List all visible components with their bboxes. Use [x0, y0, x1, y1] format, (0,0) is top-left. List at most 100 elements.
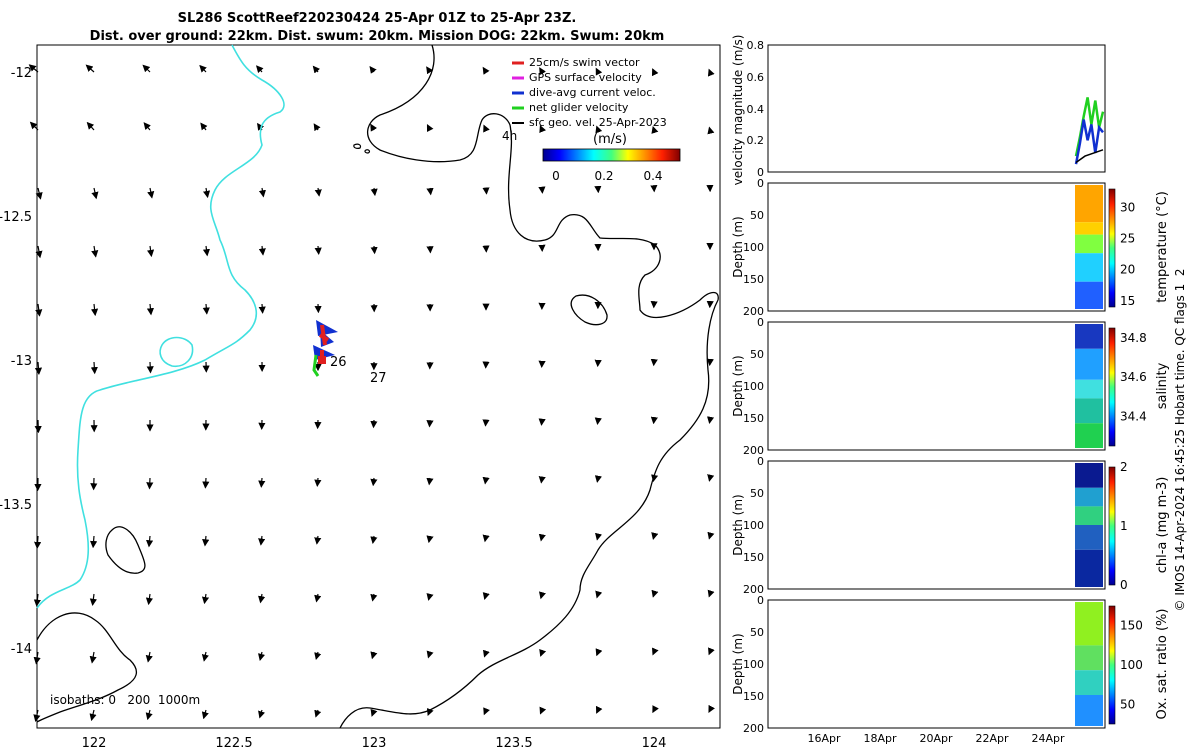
geo-velocity-arrow: [538, 418, 546, 426]
geo-velocity-arrow: [142, 64, 151, 73]
profile-data-block: [1075, 549, 1103, 587]
colorbar-label: Ox. sat. ratio (%): [1155, 609, 1170, 720]
annotation-27: 27: [370, 371, 387, 386]
credit-line: © IMOS 14-Apr-2024 16:45:25 Hobart time.…: [1173, 269, 1187, 612]
geo-velocity-arrow: [538, 591, 546, 600]
geo-velocity-arrow: [370, 419, 378, 429]
depth-tick: 100: [743, 658, 764, 671]
geo-velocity-arrow: [370, 477, 378, 487]
geo-velocity-arrow: [258, 593, 266, 604]
geo-velocity-arrow: [314, 477, 322, 487]
geo-velocity-arrow: [90, 535, 98, 549]
geo-velocity-arrow: [314, 709, 322, 718]
depth-tick: 100: [743, 519, 764, 532]
geo-velocity-arrow: [258, 245, 266, 256]
profile-panel-temperature: 0 50 100 150 200 Depth (m) 30 25 20 15 temperature…: [731, 177, 1170, 318]
geo-velocity-arrow: [313, 123, 321, 132]
geo-velocity-arrow: [539, 648, 547, 657]
colorbar-label: temperature (°C): [1155, 191, 1170, 303]
geo-velocity-arrow: [539, 124, 547, 134]
geo-velocity-arrow: [426, 124, 434, 133]
profile-colorbar: [1108, 466, 1116, 586]
geo-velocity-arrow: [426, 187, 434, 196]
geo-velocity-arrow: [482, 649, 490, 658]
depth-tick: 200: [743, 444, 764, 457]
vel-tick: 0.8: [747, 39, 765, 52]
date-axis: 16Apr 18Apr 20Apr 22Apr 24Apr: [807, 732, 1065, 745]
vel-tick: 0: [757, 166, 764, 179]
x-tick-label: 122: [82, 736, 107, 750]
profile-data-block: [1075, 398, 1103, 424]
geo-velocity-arrow: [707, 589, 715, 598]
geo-velocity-arrow: [258, 709, 265, 719]
geo-velocity-arrow: [90, 361, 98, 375]
velocity-panel: 0.8 0.6 0.4 0.2 0 velocity magnitude (m/…: [731, 35, 1106, 185]
colorbar-tick: 0.4: [643, 169, 662, 183]
geo-velocity-arrow: [258, 651, 266, 661]
profile-colorbar: [1108, 188, 1116, 308]
geo-velocity-arrow: [255, 65, 264, 74]
geo-velocity-arrow: [426, 477, 434, 486]
geostrophic-velocity-field: [28, 64, 715, 722]
glider-marker: [318, 356, 326, 364]
geo-velocity-arrow: [651, 532, 659, 540]
geo-velocity-arrow: [370, 593, 378, 602]
geo-velocity-arrow: [539, 67, 546, 76]
colorbar-tick: 25: [1120, 232, 1135, 246]
colorbar-tick: 0: [552, 169, 560, 183]
depth-tick: 0: [757, 594, 764, 607]
depth-ylabel: Depth (m): [731, 355, 745, 416]
geo-velocity-arrow: [202, 535, 210, 547]
velocity-frame: [767, 44, 1106, 173]
geo-velocity-arrow: [199, 64, 207, 73]
isobath-label: isobaths: 0 200 1000m: [50, 693, 200, 707]
geo-velocity-arrow: [426, 593, 434, 601]
profile-colorbar: [1108, 327, 1116, 447]
depth-ylabel: Depth (m): [731, 494, 745, 555]
depth-tick: 150: [743, 551, 764, 564]
geo-velocity-arrow: [312, 65, 321, 74]
geo-velocity-arrow: [34, 535, 42, 550]
profile-data-block: [1075, 185, 1103, 223]
geo-velocity-arrow: [200, 122, 208, 131]
profile-data-block: [1075, 463, 1103, 488]
geo-velocity-arrow: [146, 361, 154, 374]
geo-velocity-arrow: [483, 124, 490, 133]
geo-velocity-arrow: [146, 477, 154, 490]
map-panel: 4h 26 27 isobaths: 0 200 1000m 25cm/s sw…: [0, 44, 721, 750]
annotation-4h: 4h: [502, 129, 517, 143]
geo-velocity-arrow: [145, 709, 153, 721]
depth-tick: 50: [750, 209, 764, 222]
isobath-contour: [105, 526, 146, 574]
colorbar-label: (m/s): [593, 132, 627, 147]
depth-tick: 150: [743, 273, 764, 286]
colorbar-label: salinity: [1155, 362, 1170, 409]
depth-tick: 0: [757, 455, 764, 468]
geo-velocity-arrow: [426, 650, 434, 659]
map-x-axis: 122 122.5 123 123.5 124: [82, 736, 667, 750]
geo-velocity-arrow: [146, 535, 154, 548]
date-tick: 22Apr: [975, 732, 1009, 745]
geo-velocity-arrow: [370, 651, 378, 660]
profile-frame: [767, 460, 1106, 590]
geo-velocity-arrow: [651, 68, 659, 77]
profile-data-block: [1075, 379, 1103, 399]
geo-velocity-arrow: [595, 648, 603, 657]
geo-velocity-arrow: [202, 245, 210, 257]
geo-velocity-arrow: [595, 532, 603, 541]
x-tick-label: 123.5: [495, 736, 532, 750]
depth-tick: 50: [750, 626, 764, 639]
depth-tick: 100: [743, 380, 764, 393]
geo-velocity-arrow: [258, 187, 266, 198]
geo-velocity-arrow: [483, 707, 490, 716]
geo-velocity-arrow: [370, 245, 378, 255]
geo-velocity-arrow: [314, 187, 322, 197]
geo-velocity-arrow: [707, 126, 715, 135]
depth-tick: 0: [757, 177, 764, 190]
profile-data-block: [1075, 324, 1103, 349]
date-tick: 16Apr: [807, 732, 841, 745]
map-legend: 25cm/s swim vector GPS surface velocity …: [512, 56, 681, 183]
coastline: [36, 44, 285, 609]
geo-velocity-arrow: [369, 65, 377, 74]
